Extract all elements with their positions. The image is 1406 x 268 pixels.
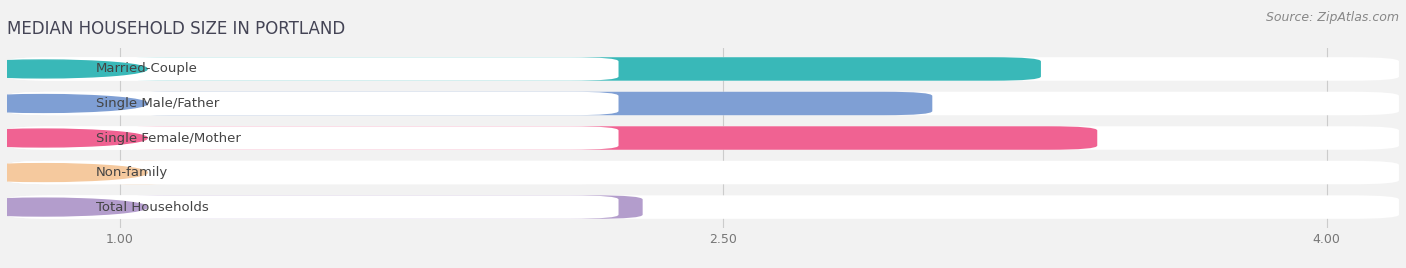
Text: Total Households: Total Households xyxy=(96,200,208,214)
FancyBboxPatch shape xyxy=(7,195,1399,219)
FancyBboxPatch shape xyxy=(120,195,643,219)
Text: 1.09: 1.09 xyxy=(180,166,211,179)
Text: Married-Couple: Married-Couple xyxy=(96,62,197,76)
Circle shape xyxy=(0,198,148,216)
Text: 3.29: 3.29 xyxy=(1066,62,1095,76)
FancyBboxPatch shape xyxy=(108,161,167,184)
Text: 2.30: 2.30 xyxy=(666,200,697,214)
FancyBboxPatch shape xyxy=(120,126,1097,150)
Circle shape xyxy=(0,129,148,147)
Circle shape xyxy=(0,60,148,78)
Text: 3.43: 3.43 xyxy=(1122,132,1152,144)
Text: Single Male/Father: Single Male/Father xyxy=(96,97,219,110)
FancyBboxPatch shape xyxy=(7,161,619,184)
FancyBboxPatch shape xyxy=(7,92,1399,115)
Circle shape xyxy=(0,95,148,112)
FancyBboxPatch shape xyxy=(120,57,1040,81)
FancyBboxPatch shape xyxy=(7,57,619,81)
FancyBboxPatch shape xyxy=(7,126,619,150)
Text: 3.02: 3.02 xyxy=(956,97,987,110)
FancyBboxPatch shape xyxy=(7,161,1399,184)
Text: Single Female/Mother: Single Female/Mother xyxy=(96,132,240,144)
FancyBboxPatch shape xyxy=(120,92,932,115)
Text: Source: ZipAtlas.com: Source: ZipAtlas.com xyxy=(1265,11,1399,24)
Text: MEDIAN HOUSEHOLD SIZE IN PORTLAND: MEDIAN HOUSEHOLD SIZE IN PORTLAND xyxy=(7,20,346,38)
FancyBboxPatch shape xyxy=(7,195,619,219)
FancyBboxPatch shape xyxy=(7,126,1399,150)
FancyBboxPatch shape xyxy=(7,57,1399,81)
Circle shape xyxy=(0,164,148,181)
FancyBboxPatch shape xyxy=(7,92,619,115)
Text: Non-family: Non-family xyxy=(96,166,167,179)
